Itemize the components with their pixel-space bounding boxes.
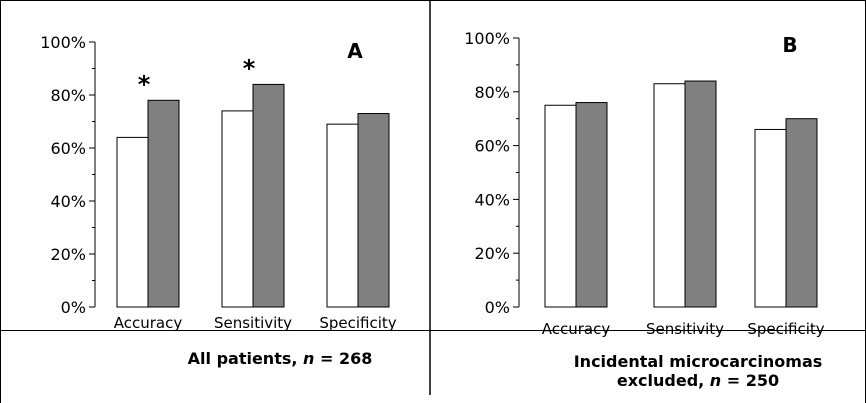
chart-a-significance-mark: * (138, 70, 151, 98)
chart-a-title-n: n (303, 349, 315, 368)
chart-a-category-label: Sensitivity (214, 314, 292, 332)
chart-a-y-tick-label: 80% (50, 86, 86, 105)
chart-b-y-tick-label: 80% (474, 83, 510, 102)
chart-b-title: Incidental microcarcinomas excluded, n = … (548, 352, 848, 390)
chart-b-y-tick-label: 40% (474, 190, 510, 209)
chart-b-title-line2: excluded, (616, 371, 710, 390)
chart-a-y-tick-label: 100% (40, 33, 86, 52)
chart-a-panel-label: A (347, 39, 363, 63)
chart-b-bar-gray (785, 118, 818, 308)
chart-panel-b: 0% 20% 40% 60% 80% 100% Accuracy Sensitivity Spe… (464, 29, 825, 338)
chart-a-title-text: All patients, (187, 349, 304, 368)
chart-a-bar-white (116, 136, 149, 308)
chart-a-significance-mark: * (243, 54, 256, 82)
chart-b-bar-white (653, 83, 686, 308)
chart-a-category-label: Accuracy (114, 314, 183, 332)
chart-b-title-count: = 250 (721, 371, 780, 390)
chart-b-category-label: Accuracy (542, 320, 611, 338)
chart-a-bar-white (326, 123, 359, 308)
chart-b-panel-label: B (782, 33, 797, 57)
chart-b-y-tick-label: 0% (485, 298, 510, 317)
chart-b-bar-gray (575, 102, 608, 308)
chart-a-y-tick-label: 60% (50, 139, 86, 158)
chart-b-bar-white (544, 104, 577, 308)
chart-panel-a: 0% 20% 40% 60% 80% 100% * Accuracy * Sensitivity S… (40, 33, 397, 332)
chart-a-bar-gray (147, 99, 180, 308)
chart-a-y-tick-label: 20% (50, 245, 86, 264)
chart-b-category-label: Sensitivity (646, 320, 724, 338)
chart-b-title-line1: Incidental microcarcinomas (573, 352, 823, 371)
chart-b-y-tick-label: 20% (474, 244, 510, 263)
chart-a-title-count: = 268 (314, 349, 373, 368)
chart-a-title: All patients, n = 268 (160, 349, 400, 368)
chart-b-y-tick-label: 100% (464, 29, 510, 48)
chart-b-category-label: Specificity (747, 320, 824, 338)
chart-a-bar-white (221, 110, 254, 308)
chart-a-bar-gray (357, 113, 390, 308)
chart-b-bar-gray (684, 80, 717, 308)
chart-a-y-tick-label: 0% (61, 298, 86, 317)
chart-a-category-label: Specificity (319, 314, 396, 332)
chart-b-title-n: n (709, 371, 722, 390)
chart-b-bar-white (754, 128, 787, 308)
chart-b-y-tick-label: 60% (474, 137, 510, 156)
chart-a-y-tick-label: 40% (50, 192, 86, 211)
chart-a-bar-gray (252, 83, 285, 308)
